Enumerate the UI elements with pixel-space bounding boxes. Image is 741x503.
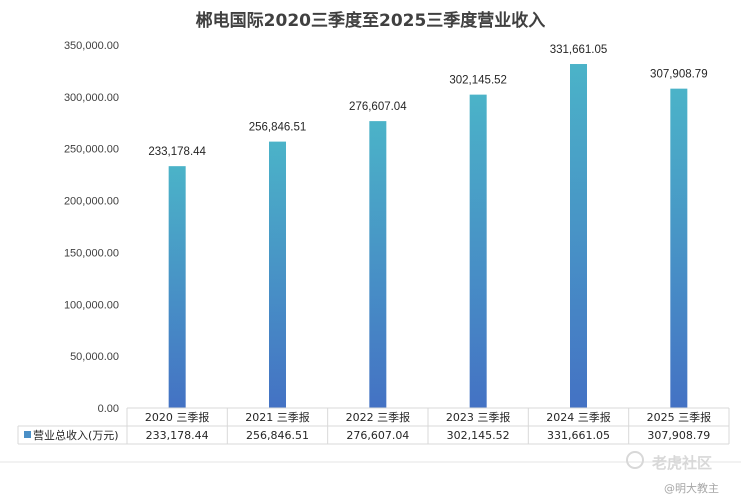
data-label: 331,661.05 <box>550 44 608 56</box>
bar <box>168 166 186 408</box>
x-tick-label: 2020 三季报 <box>145 410 210 424</box>
y-tick-label: 300,000.00 <box>64 92 119 104</box>
y-tick-label: 200,000.00 <box>64 196 119 208</box>
table-value: 302,145.52 <box>447 429 510 442</box>
chart-title: 郴电国际2020三季度至2025三季度营业收入 <box>195 11 546 31</box>
data-label: 307,908.79 <box>650 69 708 81</box>
data-label: 276,607.04 <box>349 101 407 113</box>
watermark-user: @明大教主 <box>664 482 719 495</box>
table-value: 233,178.44 <box>146 429 209 442</box>
watermark-brand: 老虎社区 <box>652 454 713 472</box>
bar <box>269 141 286 409</box>
x-tick-label: 2025 三季报 <box>647 410 712 424</box>
y-tick-label: 0.00 <box>98 403 119 415</box>
y-tick-label: 100,000.00 <box>64 299 119 311</box>
bar <box>570 64 587 408</box>
data-table: 2020 三季报 233,178.44 2021 三季报 256,846.51 2022… <box>0 407 741 463</box>
y-tick-label: 350,000.00 <box>64 40 119 52</box>
x-tick-label: 2024 三季报 <box>546 410 611 424</box>
x-tick-label: 2023 三季报 <box>446 410 511 424</box>
table-value: 331,661.05 <box>547 429 610 442</box>
bar <box>369 121 387 408</box>
bar <box>670 88 688 408</box>
legend-key <box>24 431 31 438</box>
table-value: 256,846.51 <box>246 429 309 442</box>
y-tick-label: 50,000.00 <box>70 351 119 363</box>
data-labels: 233,178.44 256,846.51 276,607.04 302,145.52… <box>148 44 707 158</box>
data-label: 302,145.52 <box>449 75 507 87</box>
y-tick-label: 250,000.00 <box>64 144 119 156</box>
x-tick-label: 2022 三季报 <box>346 410 411 424</box>
bar-series <box>168 64 688 409</box>
y-axis: 0.00 50,000.00 100,000.00 150,000.00 200,000… <box>64 40 119 415</box>
data-label: 256,846.51 <box>249 122 307 134</box>
data-label: 233,178.44 <box>148 146 206 158</box>
legend-label: 营业总收入(万元) <box>33 428 119 442</box>
bar <box>469 94 487 409</box>
table-value: 276,607.04 <box>346 429 409 442</box>
x-tick-label: 2021 三季报 <box>245 410 310 424</box>
tiger-logo-icon <box>626 451 644 469</box>
y-tick-label: 150,000.00 <box>64 247 119 259</box>
table-value: 307,908.79 <box>647 429 710 442</box>
